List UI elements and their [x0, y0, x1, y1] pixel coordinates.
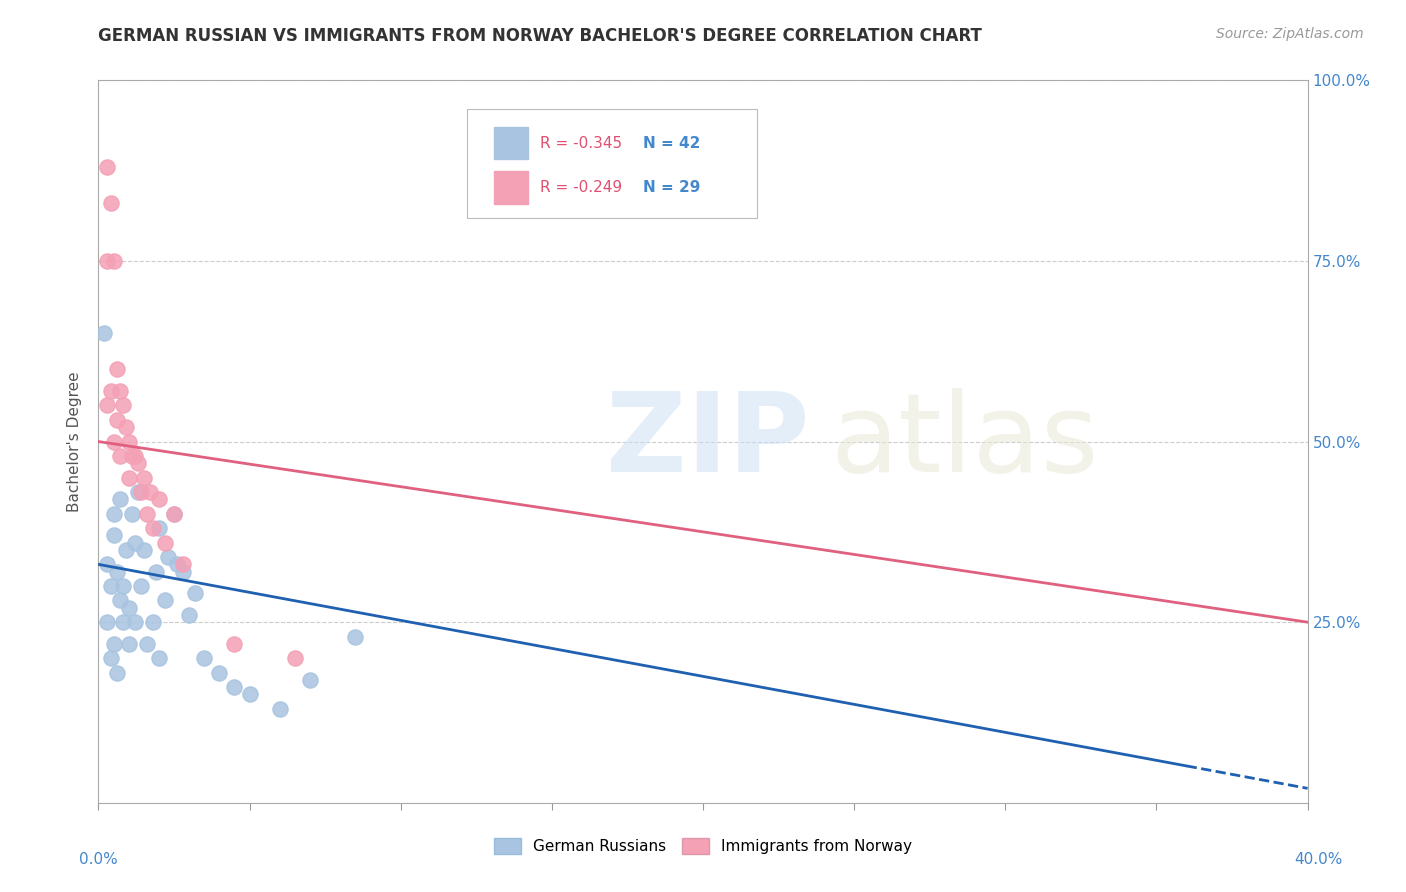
Point: [108, 449, 131, 463]
Point: [142, 615, 165, 630]
Point: [105, 362, 128, 376]
Text: atlas: atlas: [830, 388, 1098, 495]
Text: R = -0.345: R = -0.345: [540, 136, 621, 151]
Point: [163, 507, 186, 521]
Point: [124, 535, 146, 549]
Point: [108, 492, 131, 507]
Point: [208, 665, 231, 680]
FancyBboxPatch shape: [494, 171, 527, 204]
Point: [299, 673, 322, 687]
Point: [105, 413, 128, 427]
Point: [153, 535, 176, 549]
Point: [139, 485, 162, 500]
FancyBboxPatch shape: [467, 109, 758, 218]
Point: [108, 593, 131, 607]
Point: [103, 528, 125, 542]
Point: [156, 550, 179, 565]
Point: [148, 651, 170, 665]
Point: [124, 615, 146, 630]
Point: [100, 579, 122, 593]
Point: [284, 651, 307, 665]
Legend: German Russians, Immigrants from Norway: German Russians, Immigrants from Norway: [488, 832, 918, 860]
Point: [135, 507, 157, 521]
Point: [96, 253, 118, 268]
Text: ZIP: ZIP: [606, 388, 810, 495]
FancyBboxPatch shape: [494, 127, 527, 160]
Point: [103, 507, 125, 521]
Point: [132, 542, 155, 557]
Point: [96, 398, 118, 412]
Point: [179, 607, 201, 622]
Point: [148, 521, 170, 535]
Point: [193, 651, 215, 665]
Point: [111, 579, 134, 593]
Point: [118, 471, 141, 485]
Point: [166, 558, 188, 572]
Point: [93, 326, 115, 341]
Point: [145, 565, 167, 579]
Text: GERMAN RUSSIAN VS IMMIGRANTS FROM NORWAY BACHELOR'S DEGREE CORRELATION CHART: GERMAN RUSSIAN VS IMMIGRANTS FROM NORWAY…: [98, 27, 983, 45]
Point: [114, 542, 136, 557]
Point: [105, 665, 128, 680]
Text: N = 42: N = 42: [643, 136, 700, 151]
Point: [111, 615, 134, 630]
Text: R = -0.249: R = -0.249: [540, 180, 621, 195]
Point: [127, 456, 149, 470]
Point: [184, 586, 207, 600]
Point: [118, 637, 141, 651]
Point: [118, 600, 141, 615]
Y-axis label: Bachelor's Degree: Bachelor's Degree: [67, 371, 83, 512]
Point: [153, 593, 176, 607]
Point: [96, 160, 118, 174]
Point: [100, 651, 122, 665]
Point: [132, 471, 155, 485]
Point: [96, 615, 118, 630]
Point: [224, 680, 246, 694]
Point: [103, 637, 125, 651]
Point: [148, 492, 170, 507]
Point: [239, 687, 262, 701]
Point: [269, 702, 291, 716]
Point: [111, 398, 134, 412]
Point: [108, 384, 131, 398]
Point: [129, 485, 152, 500]
Text: N = 29: N = 29: [643, 180, 700, 195]
Point: [114, 420, 136, 434]
Point: [118, 434, 141, 449]
Point: [135, 637, 157, 651]
Text: Source: ZipAtlas.com: Source: ZipAtlas.com: [1216, 27, 1364, 41]
Point: [121, 449, 143, 463]
Point: [127, 485, 149, 500]
Point: [172, 558, 194, 572]
Point: [224, 637, 246, 651]
Point: [344, 630, 367, 644]
Point: [100, 196, 122, 211]
Point: [172, 565, 194, 579]
Point: [100, 384, 122, 398]
Point: [129, 579, 152, 593]
Point: [96, 558, 118, 572]
Point: [163, 507, 186, 521]
Point: [105, 565, 128, 579]
Point: [142, 521, 165, 535]
Text: 0.0%: 0.0%: [79, 852, 118, 867]
Text: 40.0%: 40.0%: [1295, 852, 1343, 867]
Point: [121, 507, 143, 521]
Point: [103, 253, 125, 268]
Point: [124, 449, 146, 463]
Point: [103, 434, 125, 449]
